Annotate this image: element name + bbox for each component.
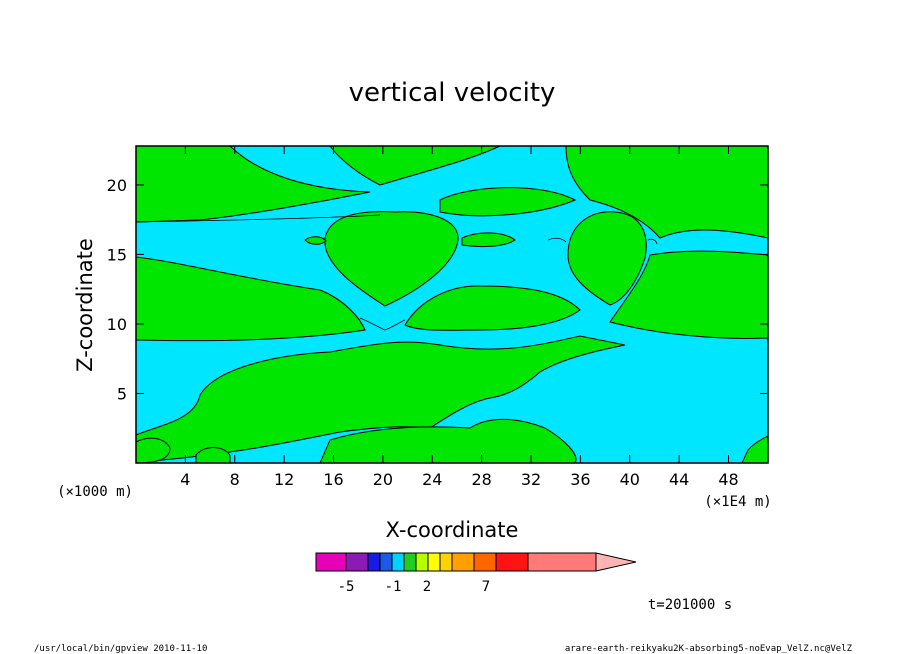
colorbar: -5 -1 2 7 <box>315 552 637 595</box>
colorbar-swatch <box>403 552 417 572</box>
colorbar-swatch <box>527 552 597 572</box>
region-top-left <box>135 145 371 223</box>
x-tick-label: 8 <box>230 470 240 489</box>
time-label: t=201000 s <box>648 597 732 613</box>
contour-line <box>547 237 567 243</box>
colorbar-swatch <box>439 552 453 572</box>
region-right-mid <box>609 250 769 339</box>
x-tick-label: 48 <box>718 470 738 489</box>
colorbar-swatch <box>315 552 347 572</box>
colorbar-swatch <box>427 552 441 572</box>
colorbar-swatch <box>495 552 529 572</box>
colorbar-swatch <box>367 552 381 572</box>
region-small-bubble <box>461 232 516 248</box>
x-scale-label: (×1E4 m) <box>704 494 771 510</box>
x-tick-label: 36 <box>570 470 590 489</box>
colorbar-swatch <box>345 552 369 572</box>
x-tick-label: 28 <box>471 470 491 489</box>
colorbar-swatch <box>379 552 393 572</box>
x-tick-label: 16 <box>323 470 343 489</box>
region-bottom-small <box>195 447 231 464</box>
colorbar-arrow <box>595 552 637 572</box>
region-center-mid <box>404 285 581 331</box>
x-axis-label: X-coordinate <box>386 518 519 542</box>
region-left-mid <box>135 256 366 342</box>
x-tick-label: 24 <box>422 470 442 489</box>
colorbar-tick-label: -5 <box>338 579 355 595</box>
y-tick-label: 5 <box>117 384 127 403</box>
x-tick-label: 40 <box>620 470 640 489</box>
y-tick-label: 20 <box>107 176 127 195</box>
y-axis-label: Z-coordinate <box>73 238 97 372</box>
region-upper-center <box>439 187 577 217</box>
contour-line <box>647 238 658 245</box>
region-top-right <box>565 145 769 239</box>
region-small-left <box>304 236 327 245</box>
colorbar-swatch <box>473 552 497 572</box>
x-tick-label: 32 <box>521 470 541 489</box>
region-left-blob <box>324 211 459 307</box>
contour-line <box>359 317 406 331</box>
footer-left: /usr/local/bin/gpview 2010-11-10 <box>34 644 207 654</box>
plot-frame <box>135 145 769 464</box>
x-tick-label: 20 <box>373 470 393 489</box>
region-bottom-center <box>319 418 577 464</box>
positive-regions <box>135 145 769 464</box>
chart-title: vertical velocity <box>349 78 556 108</box>
contour-lines <box>135 214 658 331</box>
x-tick-label: 4 <box>180 470 190 489</box>
colorbar-swatch <box>391 552 405 572</box>
y-tick-label: 15 <box>107 245 127 264</box>
x-unit-label: (×1000 m) <box>57 484 133 500</box>
colorbar-swatch <box>451 552 475 572</box>
region-right-blob <box>567 211 647 306</box>
y-axis: 5 10 15 20 <box>107 176 768 403</box>
x-tick-label: 44 <box>669 470 689 489</box>
colorbar-tick-label: 7 <box>482 579 490 595</box>
y-tick-label: 10 <box>107 315 127 334</box>
region-bottom-band <box>135 335 626 463</box>
contour-line <box>135 214 381 223</box>
x-tick-label: 12 <box>274 470 294 489</box>
x-axis: 4 8 12 16 20 24 28 32 36 40 44 48 <box>180 146 739 489</box>
colorbar-swatch <box>415 552 429 572</box>
colorbar-tick-label: 2 <box>423 579 431 595</box>
contour-plot <box>135 145 769 464</box>
footer-right: arare-earth-reikyaku2K-absorbing5-noEvap… <box>565 644 853 654</box>
colorbar-tick-label: -1 <box>385 579 402 595</box>
